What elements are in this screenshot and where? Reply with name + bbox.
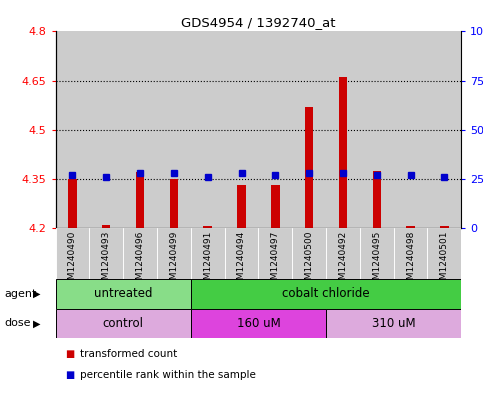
Text: dose: dose bbox=[5, 318, 31, 329]
Text: transformed count: transformed count bbox=[80, 349, 177, 359]
Bar bbox=[157, 228, 191, 279]
Bar bbox=[191, 309, 326, 338]
Bar bbox=[89, 228, 123, 279]
Bar bbox=[440, 226, 449, 228]
Bar bbox=[360, 31, 394, 228]
Text: ■: ■ bbox=[65, 349, 74, 359]
Text: GSM1240497: GSM1240497 bbox=[271, 230, 280, 291]
Bar bbox=[191, 31, 225, 228]
Text: GSM1240500: GSM1240500 bbox=[305, 230, 313, 291]
Bar bbox=[305, 107, 313, 228]
Bar bbox=[360, 228, 394, 279]
Text: ▶: ▶ bbox=[32, 289, 40, 299]
Bar bbox=[157, 31, 191, 228]
Text: GSM1240498: GSM1240498 bbox=[406, 230, 415, 291]
Bar bbox=[68, 179, 77, 228]
Text: GSM1240494: GSM1240494 bbox=[237, 230, 246, 291]
Bar bbox=[123, 228, 157, 279]
Bar bbox=[427, 228, 461, 279]
Bar bbox=[258, 31, 292, 228]
Text: GSM1240490: GSM1240490 bbox=[68, 230, 77, 291]
Bar bbox=[394, 31, 427, 228]
Bar bbox=[56, 228, 89, 279]
Bar bbox=[89, 31, 123, 228]
Bar bbox=[136, 172, 144, 228]
Bar bbox=[225, 228, 258, 279]
Bar bbox=[258, 228, 292, 279]
Bar bbox=[56, 31, 89, 228]
Text: GSM1240496: GSM1240496 bbox=[136, 230, 144, 291]
Bar bbox=[339, 77, 347, 228]
Bar bbox=[372, 171, 381, 228]
Text: GSM1240501: GSM1240501 bbox=[440, 230, 449, 291]
Text: 160 uM: 160 uM bbox=[237, 317, 280, 330]
Bar bbox=[123, 31, 157, 228]
Text: ■: ■ bbox=[65, 370, 74, 380]
Title: GDS4954 / 1392740_at: GDS4954 / 1392740_at bbox=[181, 16, 336, 29]
Bar bbox=[326, 228, 360, 279]
Text: GSM1240493: GSM1240493 bbox=[102, 230, 111, 291]
Bar bbox=[102, 225, 111, 228]
Text: GSM1240499: GSM1240499 bbox=[170, 230, 178, 291]
Bar bbox=[326, 31, 360, 228]
Bar bbox=[394, 228, 427, 279]
Text: control: control bbox=[103, 317, 143, 330]
Bar bbox=[292, 31, 326, 228]
Bar bbox=[191, 228, 225, 279]
Text: 310 uM: 310 uM bbox=[372, 317, 415, 330]
Text: untreated: untreated bbox=[94, 287, 153, 300]
Bar bbox=[225, 31, 258, 228]
Text: cobalt chloride: cobalt chloride bbox=[282, 287, 370, 300]
Bar bbox=[326, 309, 461, 338]
Text: ▶: ▶ bbox=[32, 318, 40, 329]
Bar bbox=[271, 185, 280, 228]
Text: GSM1240495: GSM1240495 bbox=[372, 230, 381, 291]
Bar bbox=[237, 185, 246, 228]
Text: percentile rank within the sample: percentile rank within the sample bbox=[80, 370, 256, 380]
Bar bbox=[292, 228, 326, 279]
Text: GSM1240491: GSM1240491 bbox=[203, 230, 212, 291]
Text: GSM1240492: GSM1240492 bbox=[339, 230, 347, 291]
Bar bbox=[56, 309, 191, 338]
Bar bbox=[191, 279, 461, 309]
Text: agent: agent bbox=[5, 289, 37, 299]
Bar bbox=[56, 279, 191, 309]
Bar bbox=[406, 226, 415, 228]
Bar bbox=[203, 226, 212, 228]
Bar bbox=[170, 179, 178, 228]
Bar bbox=[427, 31, 461, 228]
